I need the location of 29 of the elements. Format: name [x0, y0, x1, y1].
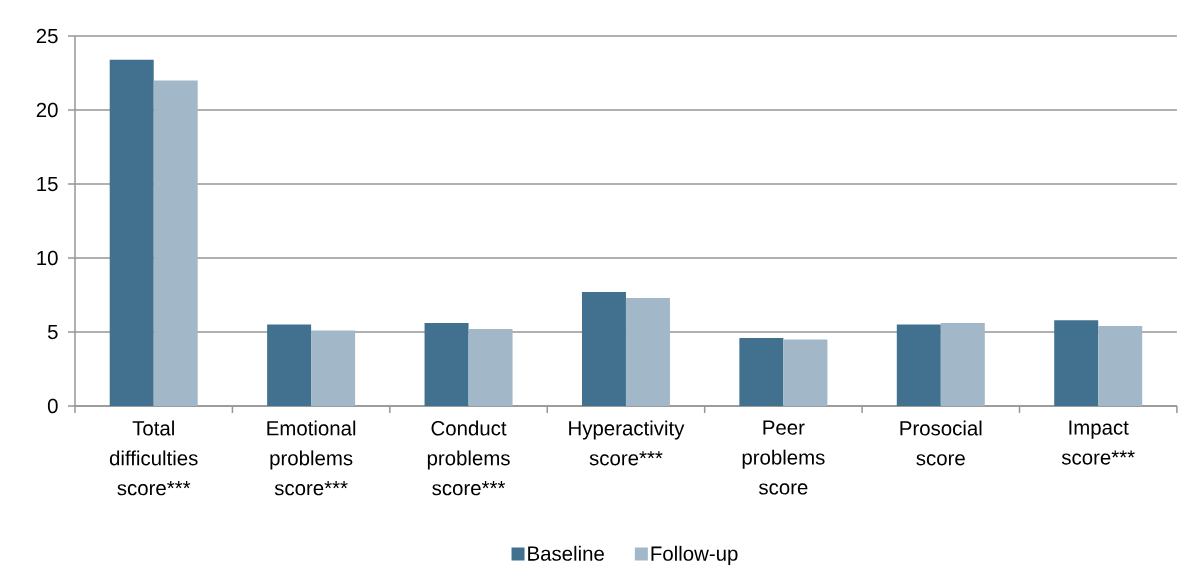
bar	[424, 323, 469, 406]
x-tick-label: Prosocial score	[900, 420, 982, 466]
x-tick-label: Conduct problems score***	[427, 420, 510, 496]
legend-label: Baseline	[528, 545, 604, 561]
bar	[581, 292, 626, 406]
legend-label: Follow-up	[651, 545, 738, 565]
bar	[153, 80, 198, 406]
y-tick-label: 10	[37, 250, 58, 266]
bar	[739, 337, 784, 406]
bar	[625, 297, 670, 406]
bar	[109, 59, 154, 406]
y-tick-label: 15	[37, 176, 58, 192]
bar	[940, 323, 985, 406]
bar	[1054, 320, 1099, 406]
bar	[311, 330, 356, 406]
x-tick-label: Total difficulties score***	[109, 420, 198, 496]
x-tick-label: Hyperactivity score***	[569, 420, 685, 466]
x-tick-label: Impact score***	[1061, 420, 1135, 465]
bar	[896, 324, 941, 406]
y-tick-label: 20	[36, 102, 58, 118]
y-tick-label: 0	[47, 398, 58, 414]
x-tick-label: Emotional problems score***	[267, 420, 356, 496]
x-tick-label: Peer problems score	[742, 420, 825, 495]
bar	[267, 324, 312, 406]
bar	[783, 339, 828, 406]
bar	[468, 329, 513, 406]
bar	[1098, 326, 1143, 406]
y-tick-label: 25	[36, 28, 58, 44]
y-tick-label: 5	[47, 324, 58, 340]
